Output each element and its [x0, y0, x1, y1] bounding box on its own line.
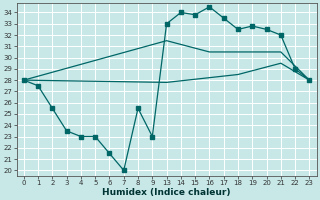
- X-axis label: Humidex (Indice chaleur): Humidex (Indice chaleur): [102, 188, 231, 197]
